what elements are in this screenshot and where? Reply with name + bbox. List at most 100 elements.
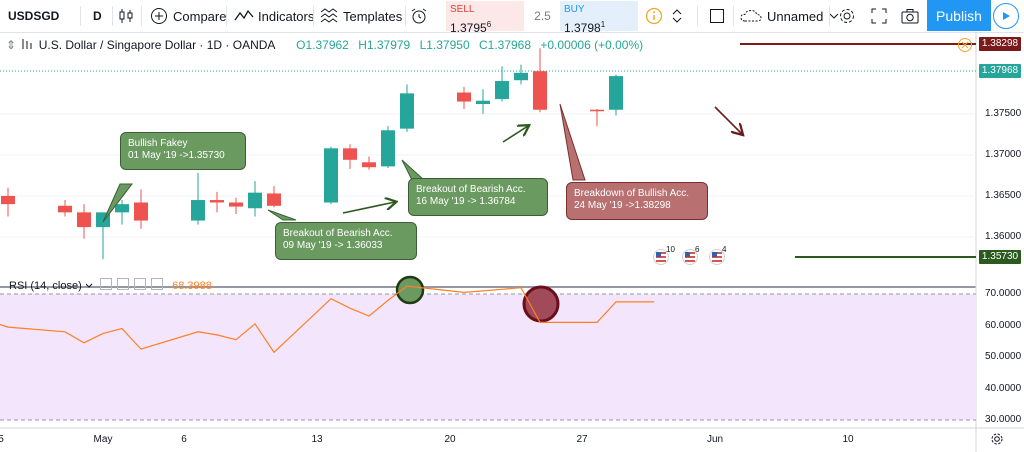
candle[interactable] bbox=[134, 189, 148, 229]
candle[interactable] bbox=[457, 86, 471, 109]
price-tick-label: 1.37500 bbox=[985, 107, 1022, 119]
candle[interactable] bbox=[191, 172, 205, 225]
interval-button[interactable]: D bbox=[93, 0, 102, 32]
candle[interactable] bbox=[77, 204, 91, 239]
candle-body bbox=[210, 200, 224, 203]
rsi-highlight-green bbox=[395, 275, 425, 305]
chart-canvas[interactable] bbox=[0, 32, 1024, 452]
divider bbox=[80, 6, 81, 26]
quote-arrows[interactable] bbox=[672, 0, 682, 32]
settings-icon[interactable] bbox=[116, 278, 129, 290]
event-marker[interactable]: 10 bbox=[653, 245, 675, 267]
candle-body bbox=[267, 193, 281, 206]
legend-low: L1.37950 bbox=[419, 38, 470, 52]
replay-button[interactable] bbox=[993, 3, 1019, 29]
symbol-legend[interactable]: ⇕ U.S. Dollar / Singapore Dollar · 1D · … bbox=[6, 38, 643, 52]
time-tick-label: 13 bbox=[311, 434, 323, 445]
candle[interactable] bbox=[96, 212, 110, 260]
candle[interactable] bbox=[609, 74, 623, 116]
layout-name-button[interactable]: Unnamed bbox=[740, 0, 839, 32]
legend-title: U.S. Dollar / Singapore Dollar · 1D · OA… bbox=[38, 38, 275, 52]
chart-style-button[interactable] bbox=[118, 0, 134, 32]
event-marker[interactable]: 4 bbox=[709, 245, 727, 267]
candle[interactable] bbox=[362, 156, 376, 170]
legend-open: O1.37962 bbox=[296, 38, 349, 52]
layout-button[interactable] bbox=[709, 0, 725, 32]
candle[interactable] bbox=[590, 108, 604, 127]
candle[interactable] bbox=[115, 200, 129, 225]
buy-button[interactable]: BUY 1.37981 bbox=[560, 1, 638, 35]
symbol-search[interactable]: USDSGD bbox=[8, 0, 59, 32]
divider bbox=[141, 6, 142, 26]
candle[interactable] bbox=[495, 66, 509, 102]
resistance-price-label: 1.38298 bbox=[979, 37, 1021, 51]
candle-body bbox=[476, 100, 490, 105]
rsi-legend[interactable]: RSI (14, close) 68.3988 bbox=[9, 278, 212, 292]
annotation-title: Bullish Fakey bbox=[128, 138, 188, 149]
more-icon[interactable] bbox=[151, 278, 164, 290]
indicators-icon bbox=[234, 8, 254, 24]
fullscreen-button[interactable] bbox=[871, 0, 887, 32]
rsi-highlight-red bbox=[522, 285, 560, 323]
candle[interactable] bbox=[229, 197, 243, 214]
publish-button[interactable]: Publish bbox=[927, 0, 991, 31]
visibility-icon[interactable] bbox=[99, 278, 112, 290]
divider bbox=[313, 6, 314, 26]
sell-price: 1.37956 bbox=[450, 20, 492, 35]
axis-settings-button[interactable] bbox=[990, 432, 1004, 446]
candle[interactable] bbox=[381, 126, 395, 169]
arrow-up-2 bbox=[502, 126, 528, 143]
settings-button[interactable] bbox=[838, 0, 856, 32]
chevron-down-icon[interactable] bbox=[85, 283, 93, 289]
info-button[interactable] bbox=[645, 0, 663, 32]
collapse-icon[interactable]: ⇕ bbox=[6, 38, 17, 52]
compare-label: Compare bbox=[173, 8, 227, 24]
legend-high: H1.37979 bbox=[358, 38, 411, 52]
square-icon bbox=[709, 8, 725, 24]
candle[interactable] bbox=[400, 84, 414, 132]
alert-marker-icon[interactable] bbox=[958, 38, 972, 52]
rsi-band-fill bbox=[0, 294, 976, 420]
annotation-detail: 01 May '19 ->1.35730 bbox=[128, 150, 225, 161]
top-toolbar: USDSGD D Compare Indicators Templates bbox=[0, 0, 1024, 35]
templates-icon bbox=[320, 8, 338, 24]
gear-icon bbox=[990, 432, 1004, 446]
event-marker[interactable]: 6 bbox=[682, 245, 700, 267]
candle[interactable] bbox=[343, 144, 357, 169]
candle-body bbox=[381, 130, 395, 167]
candle[interactable] bbox=[210, 191, 224, 213]
close-icon[interactable] bbox=[134, 278, 146, 290]
candle[interactable] bbox=[1, 187, 15, 217]
candle[interactable] bbox=[476, 89, 490, 114]
candle[interactable] bbox=[58, 200, 72, 217]
alert-button[interactable] bbox=[410, 0, 428, 32]
divider bbox=[226, 6, 227, 26]
candle-body bbox=[1, 195, 15, 205]
annotation-breakdown[interactable]: Breakdown of Bullish Acc. 24 May '19 ->1… bbox=[566, 182, 708, 220]
pane-separator[interactable] bbox=[0, 286, 976, 288]
indicators-button[interactable]: Indicators bbox=[234, 0, 314, 32]
candle[interactable] bbox=[248, 181, 262, 217]
snapshot-button[interactable] bbox=[901, 0, 919, 32]
time-tick-label: 27 bbox=[576, 434, 588, 445]
time-tick-label: 6 bbox=[181, 434, 187, 445]
info-icon bbox=[645, 7, 663, 25]
compare-button[interactable]: Compare bbox=[150, 0, 226, 32]
templates-button[interactable]: Templates bbox=[320, 0, 402, 32]
alarm-clock-icon bbox=[410, 7, 428, 25]
rsi-line-overlay bbox=[0, 285, 655, 354]
candle-body bbox=[77, 212, 91, 228]
candle[interactable] bbox=[533, 48, 547, 113]
buy-price: 1.37981 bbox=[564, 20, 606, 35]
annotation-bullish-fakey[interactable]: Bullish Fakey 01 May '19 ->1.35730 bbox=[120, 132, 246, 170]
annotation-breakout-2[interactable]: Breakout of Bearish Acc. 16 May '19 -> 1… bbox=[408, 178, 548, 216]
annotation-breakout-1[interactable]: Breakout of Bearish Acc. 09 May '19 -> 1… bbox=[275, 222, 417, 260]
event-count: 10 bbox=[666, 245, 675, 254]
candle[interactable] bbox=[324, 146, 338, 205]
rsi-title: RSI (14, close) bbox=[9, 280, 82, 292]
sell-button[interactable]: SELL 1.37956 bbox=[446, 1, 524, 35]
candle[interactable] bbox=[514, 64, 528, 85]
support-price-label: 1.35730 bbox=[979, 250, 1021, 264]
candle[interactable] bbox=[267, 186, 281, 208]
legend-change: +0.00006 (+0.00%) bbox=[540, 38, 644, 52]
